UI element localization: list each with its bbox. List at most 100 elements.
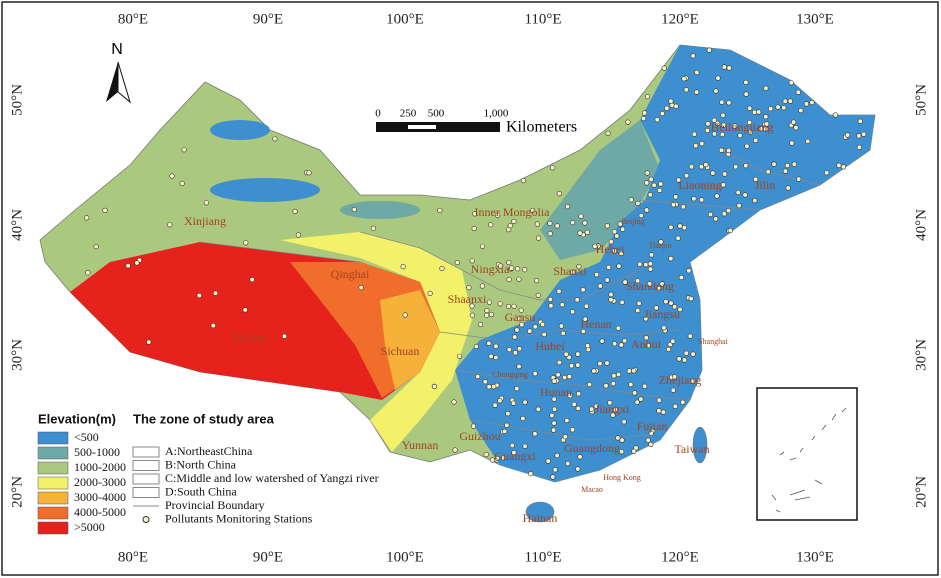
province-label: Inner Mongolia <box>475 205 551 219</box>
station <box>306 170 312 176</box>
dash <box>821 424 827 431</box>
station <box>541 331 547 338</box>
station <box>577 230 583 236</box>
station <box>647 266 654 272</box>
station <box>688 296 694 302</box>
station <box>564 417 570 424</box>
dash <box>789 489 806 496</box>
basin <box>210 120 270 140</box>
station <box>505 303 512 310</box>
station <box>721 64 728 70</box>
station <box>782 168 789 174</box>
station <box>582 316 588 322</box>
station <box>720 182 726 188</box>
station <box>575 351 581 357</box>
station <box>631 448 637 454</box>
station <box>102 207 108 213</box>
station <box>535 406 541 412</box>
station <box>597 361 603 367</box>
station <box>668 224 674 230</box>
station <box>683 87 689 93</box>
station <box>790 119 797 125</box>
station <box>497 398 503 404</box>
station <box>656 397 662 403</box>
legend-swatch <box>37 461 69 475</box>
station <box>608 297 614 303</box>
province-label: Yunnan <box>402 438 439 452</box>
station <box>550 165 556 171</box>
station <box>732 123 738 129</box>
station <box>844 132 851 138</box>
province-label: Taiwan <box>674 442 709 456</box>
station <box>292 208 298 214</box>
station <box>672 403 678 410</box>
legend-label: Pollutants Monitoring Stations <box>165 511 313 525</box>
inset-islands <box>771 407 847 513</box>
dash <box>789 457 797 461</box>
lat-label: 30°N <box>913 339 929 371</box>
station <box>619 299 625 306</box>
basin <box>210 178 320 202</box>
province-label: Fujian <box>637 419 668 433</box>
station <box>615 435 621 441</box>
station <box>506 347 512 353</box>
station <box>840 164 847 170</box>
station <box>698 164 705 170</box>
station <box>767 106 774 112</box>
station <box>653 305 659 311</box>
province-label: Tianjin <box>649 241 672 250</box>
station <box>520 415 526 422</box>
station <box>686 268 692 274</box>
station <box>554 223 560 229</box>
station <box>643 262 649 268</box>
province-label: Jiangxi <box>595 402 630 416</box>
boundary <box>454 369 691 401</box>
station <box>535 235 542 241</box>
station <box>125 263 131 269</box>
province-label: Shanxi <box>553 264 587 278</box>
dash <box>775 509 781 513</box>
station <box>670 202 677 208</box>
station <box>615 371 622 378</box>
station <box>577 454 583 460</box>
scale-bar-rect <box>376 122 500 132</box>
station <box>781 105 787 111</box>
station <box>472 211 478 217</box>
station <box>512 350 518 356</box>
station <box>607 400 613 406</box>
station <box>548 303 554 309</box>
station <box>621 338 628 344</box>
station <box>775 104 781 110</box>
station <box>784 162 791 169</box>
station <box>608 291 614 298</box>
station <box>520 177 527 184</box>
station <box>551 420 557 426</box>
province-label: Hebei <box>596 242 625 256</box>
legend-label: A:NortheastChina <box>165 444 253 458</box>
station <box>727 227 733 234</box>
station <box>658 239 664 245</box>
legend-label: <500 <box>74 430 99 444</box>
station <box>427 290 433 297</box>
station <box>514 386 520 392</box>
station <box>610 381 616 387</box>
station <box>663 299 669 305</box>
station <box>644 93 651 100</box>
legend-swatch <box>37 446 69 460</box>
station <box>711 117 717 123</box>
legend-swatch <box>37 506 69 520</box>
station <box>563 351 569 357</box>
province-label: Henan <box>580 317 611 331</box>
station <box>471 225 477 232</box>
legend-label: >5000 <box>74 520 105 534</box>
station <box>483 451 489 458</box>
station <box>605 264 612 271</box>
province-label: Guizhou <box>459 429 500 443</box>
station <box>210 323 216 329</box>
station <box>516 346 523 352</box>
dash <box>799 447 804 453</box>
station <box>494 455 501 462</box>
station <box>668 256 674 262</box>
legend-label: 3000-4000 <box>74 490 126 504</box>
station <box>556 288 562 294</box>
